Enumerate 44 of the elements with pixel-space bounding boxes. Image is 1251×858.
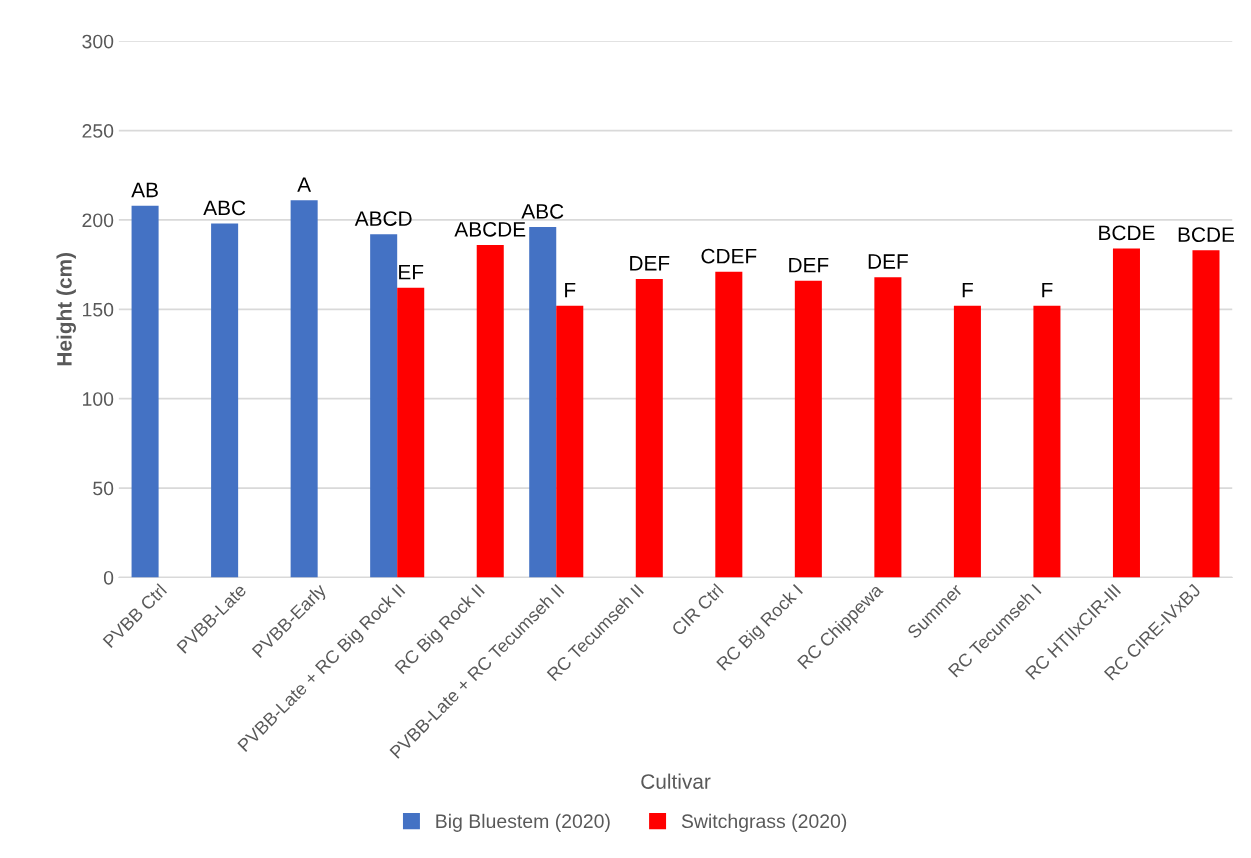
y-tick-label: 150: [83, 302, 114, 317]
data-label: DEF: [630, 256, 670, 271]
bar: [476, 244, 504, 578]
y-tick-label: 250: [82, 124, 114, 138]
data-label: ABCDE: [454, 221, 526, 237]
data-label: EF: [399, 265, 424, 280]
data-label: DEF: [868, 254, 908, 269]
data-label: F: [962, 282, 973, 298]
data-label: A: [297, 177, 312, 192]
data-label: CDEF: [701, 248, 757, 264]
bar: [397, 287, 425, 578]
y-tick-label: 100: [83, 392, 114, 406]
bar: [529, 227, 557, 578]
data-label: ABC: [203, 200, 246, 216]
data-label: F: [1042, 282, 1053, 298]
bar: [1192, 250, 1220, 578]
data-label: DEF: [789, 257, 829, 273]
bar: [715, 271, 743, 578]
y-tick-label: 200: [82, 213, 114, 228]
data-label: ABC: [521, 204, 564, 219]
bar: [953, 305, 981, 578]
data-label: BCDE: [1099, 225, 1155, 241]
bar: [874, 277, 902, 578]
bar: [131, 205, 159, 578]
y-tick-label: 50: [93, 481, 114, 496]
bar: [635, 278, 663, 578]
x-axis-title: Cultivar: [641, 773, 711, 789]
bar: [1112, 248, 1140, 578]
data-label: BCDE: [1178, 227, 1235, 243]
legend-label: Big Bluestem (2020): [436, 813, 610, 832]
bar: [290, 200, 318, 578]
y-tick-label: 0: [103, 570, 114, 585]
bar: [794, 280, 822, 578]
bar: [1033, 305, 1061, 578]
bar: [211, 223, 239, 578]
x-tick-label: CIR Ctrl: [670, 583, 724, 637]
data-label: F: [565, 282, 576, 298]
y-axis-title: Height (cm): [56, 253, 76, 366]
y-tick-label: 300: [82, 34, 114, 49]
data-label: ABCD: [354, 211, 412, 226]
bar: [556, 305, 584, 578]
data-label: AB: [131, 182, 158, 198]
legend-label: Switchgrass (2020): [681, 813, 847, 832]
bar: [370, 234, 398, 578]
